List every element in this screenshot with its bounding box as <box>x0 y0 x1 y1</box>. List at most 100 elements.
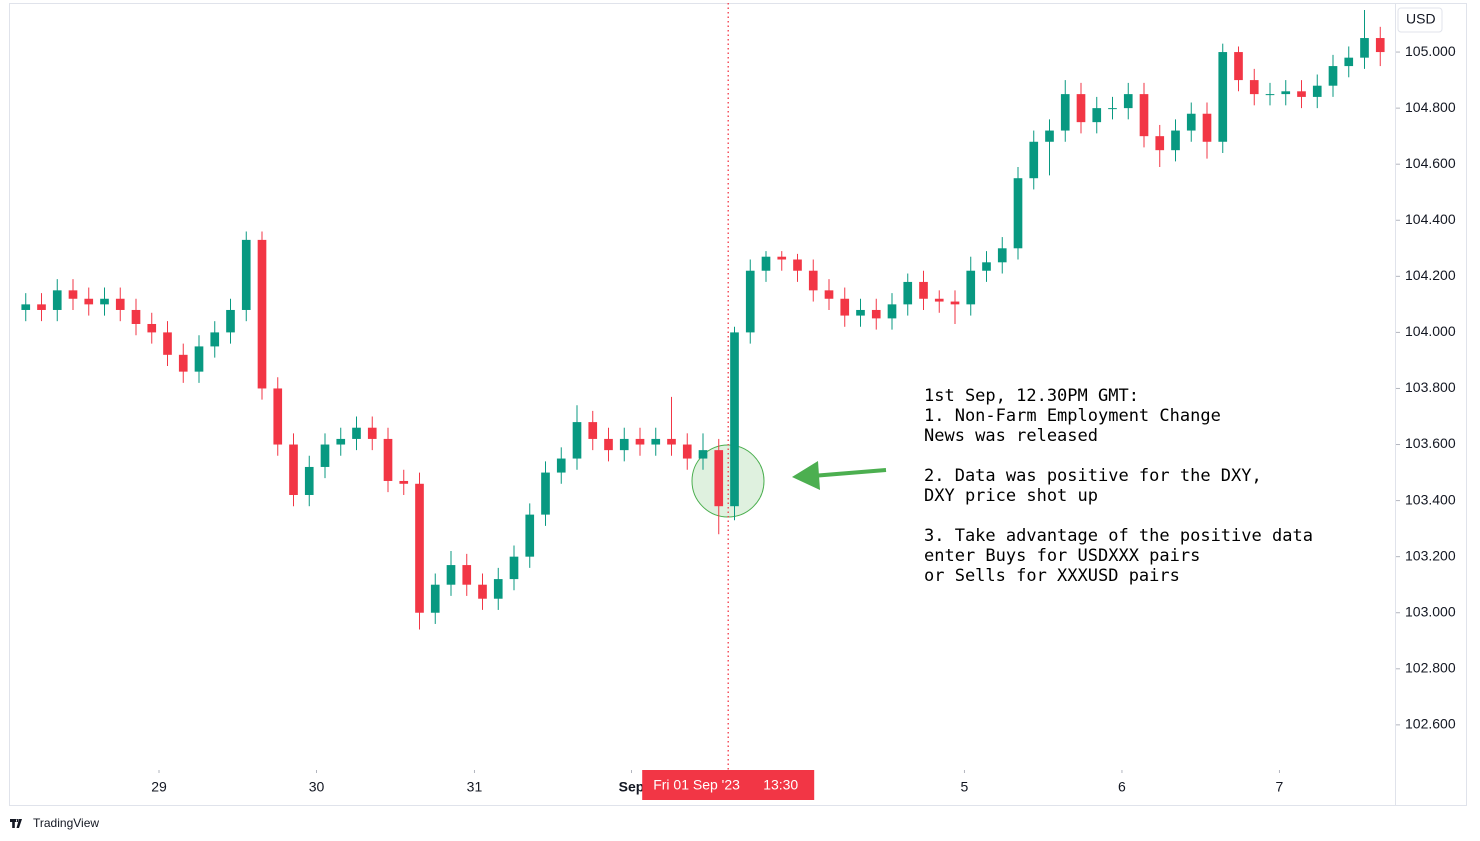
candle-body <box>1139 94 1149 137</box>
candle-body <box>919 281 928 299</box>
candle-body <box>966 270 976 305</box>
candle-body <box>698 450 708 459</box>
candle-body <box>478 584 487 599</box>
annotation-line: or Sells for XXXUSD pairs <box>924 566 1180 586</box>
candle-body <box>1375 38 1385 53</box>
candle-body <box>257 239 267 389</box>
arrow-head <box>792 461 820 490</box>
annotation-line: 2. Data was positive for the DXY, <box>924 466 1262 486</box>
arrow-shaft <box>811 468 887 478</box>
y-tick-label: 103.000 <box>1405 603 1456 619</box>
candle-body <box>777 256 787 260</box>
candle-body <box>336 438 346 445</box>
annotation-line: News was released <box>924 426 1098 446</box>
candle-body <box>100 298 109 305</box>
candle-body <box>824 290 834 299</box>
candle-body <box>226 309 235 333</box>
currency-box <box>1397 7 1443 33</box>
crosshair-date: Fri 01 Sep '23 <box>653 777 740 793</box>
candle-body <box>934 298 944 302</box>
candle-body <box>1202 113 1212 142</box>
candle-body <box>37 304 46 310</box>
x-tick-label: 30 <box>309 779 325 795</box>
candle-body <box>383 438 393 481</box>
y-tick-label: 104.800 <box>1405 99 1456 115</box>
candle-body <box>1281 91 1291 95</box>
brand-logo: TradingView <box>10 816 99 830</box>
candle-body <box>714 450 724 507</box>
candle-body <box>21 304 31 310</box>
brand-name: TradingView <box>33 816 99 830</box>
candle-body <box>1234 52 1243 81</box>
crosshair-time: 13:30 <box>763 777 798 793</box>
annotation-line: DXY price shot up <box>924 486 1098 506</box>
candle-body <box>619 438 629 451</box>
candle-body <box>1013 178 1023 249</box>
candle-body <box>52 290 62 310</box>
y-tick-label: 102.600 <box>1405 716 1456 732</box>
candle-body <box>730 332 739 507</box>
x-tick-label: 6 <box>1118 779 1126 795</box>
candle-body <box>1297 91 1306 97</box>
y-tick-label: 103.800 <box>1405 379 1456 395</box>
crosshair-label-box <box>642 770 815 800</box>
candle-body <box>572 422 582 459</box>
y-tick-label: 103.600 <box>1405 435 1456 451</box>
annotation-line: enter Buys for USDXXX pairs <box>924 546 1200 566</box>
candle-body <box>367 427 377 439</box>
candle-body <box>84 298 94 305</box>
candle-body <box>556 458 566 473</box>
candle-body <box>289 444 298 495</box>
candle-body <box>808 270 818 291</box>
candle-body <box>446 565 456 585</box>
candle-body <box>493 579 503 599</box>
candle-body <box>415 483 424 613</box>
logo-icon <box>10 819 22 828</box>
candle-body <box>1360 38 1369 58</box>
y-tick-label: 105.000 <box>1405 43 1456 59</box>
candle-body <box>903 281 913 305</box>
candle-body <box>1344 57 1354 67</box>
candle-body <box>761 256 771 271</box>
candle-body <box>147 323 157 333</box>
candle-body <box>525 514 535 557</box>
candle-body <box>1171 130 1180 151</box>
candle-body <box>509 556 519 580</box>
candle-body <box>635 438 645 445</box>
candle-body <box>667 438 676 445</box>
candle-body <box>541 472 550 515</box>
candle-body <box>840 298 850 316</box>
candle-body <box>745 270 755 333</box>
candle-body <box>1312 85 1322 97</box>
candle-body <box>1328 66 1338 86</box>
candle-body <box>1092 108 1102 123</box>
candle-body <box>856 309 865 316</box>
x-tick-label: Sep <box>619 779 645 795</box>
candle-body <box>68 290 78 299</box>
annotation-line: 3. Take advantage of the positive data <box>924 526 1313 546</box>
y-tick-label: 104.000 <box>1405 323 1456 339</box>
candle-body <box>1218 52 1228 142</box>
candle-body <box>273 388 283 445</box>
candle-body <box>320 444 330 467</box>
candle-body <box>651 438 661 445</box>
currency-label: USD <box>1406 11 1436 27</box>
arrow <box>792 461 887 490</box>
candle-body <box>871 309 881 319</box>
candle-body <box>793 259 802 271</box>
annotation-line: 1st Sep, 12.30PM GMT: <box>924 386 1139 406</box>
y-tick-label: 104.200 <box>1405 267 1456 283</box>
candle-body <box>194 346 204 372</box>
candle-body <box>430 584 440 613</box>
candle-body <box>399 480 409 484</box>
candle-body <box>997 248 1007 263</box>
candle-body <box>131 309 141 324</box>
candle-body <box>887 304 897 319</box>
y-tick-label: 104.600 <box>1405 155 1456 171</box>
candle-body <box>1076 94 1086 123</box>
candle-body <box>1108 108 1117 110</box>
candle-body <box>1186 113 1196 131</box>
candle-body <box>1123 94 1133 109</box>
